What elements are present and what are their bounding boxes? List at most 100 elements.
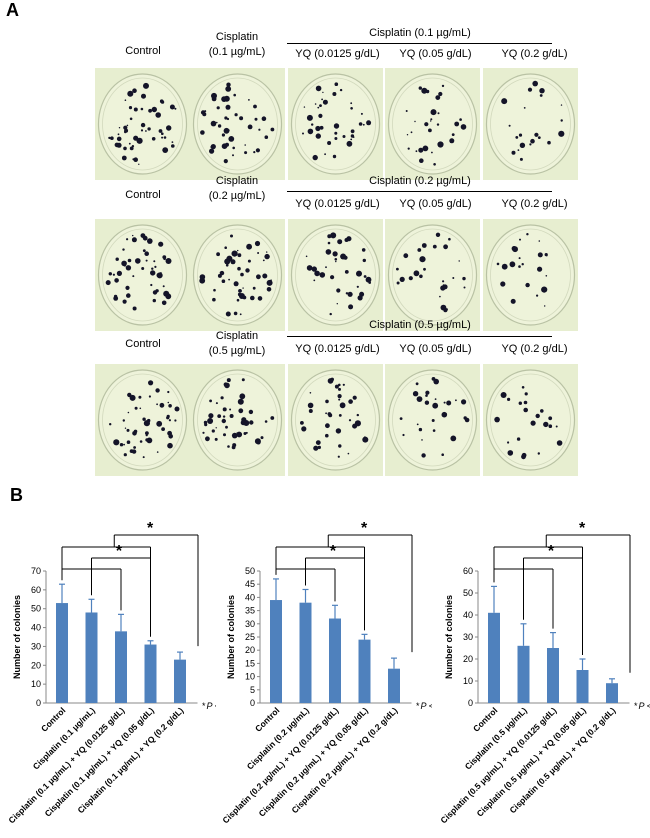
colony-dot — [139, 407, 142, 410]
yq-dose-label: YQ (0.2 g/dL) — [501, 48, 568, 60]
colony-dot — [168, 419, 171, 422]
colony-dot — [248, 99, 250, 101]
colony-dot — [418, 86, 422, 90]
p-value-text: P < 0.05 — [207, 701, 216, 711]
culture-dish — [190, 68, 285, 180]
colony-dot — [338, 398, 341, 401]
colony-dot — [124, 427, 127, 429]
yq-dose-label: YQ (0.0125 g/dL) — [295, 343, 380, 355]
colony-dot — [405, 110, 408, 112]
colony-dot — [311, 123, 314, 126]
colony-dot — [459, 118, 462, 121]
colony-dot — [344, 270, 349, 274]
colony-dot — [314, 103, 317, 105]
colony-dot — [518, 265, 521, 268]
dish-rim — [485, 369, 576, 471]
colony-dot — [403, 253, 409, 259]
colony-dot — [334, 131, 338, 135]
colony-dot — [262, 273, 268, 279]
colony-dot — [527, 87, 533, 92]
colony-dot — [463, 416, 467, 420]
control-label: Control — [125, 189, 161, 201]
colony-dot — [161, 132, 164, 135]
colony-dot — [432, 402, 439, 409]
colony-dot — [508, 124, 511, 127]
colony-dot — [541, 286, 548, 293]
bar — [606, 683, 618, 703]
colony-dot — [128, 142, 131, 145]
colony-dot — [142, 249, 146, 252]
colony-dot — [350, 107, 353, 110]
colony-dot — [511, 150, 516, 155]
colony-dot — [523, 400, 528, 405]
colony-dot — [442, 280, 445, 283]
colony-dot — [307, 402, 314, 409]
colony-dot — [315, 133, 321, 139]
y-tick-label: 70 — [31, 566, 41, 576]
panel-b-label: B — [10, 485, 23, 505]
p-value-star: * — [416, 701, 420, 711]
p-value-star: * — [634, 701, 638, 711]
cisplatin-label: Cisplatin — [215, 330, 259, 342]
y-tick-label: 0 — [36, 698, 41, 708]
colony-dot — [519, 142, 526, 148]
colony-dot — [145, 130, 147, 132]
colony-dot — [246, 243, 252, 250]
colony-dot — [133, 107, 138, 112]
colony-dot — [166, 416, 170, 420]
colony-dot — [239, 313, 242, 316]
category-tick-label: Cisplatin (0.1 μg/mL) + YQ (0.05 g/dL) — [43, 705, 156, 818]
colony-dot — [332, 251, 338, 257]
bar — [56, 603, 68, 703]
colony-dot — [224, 116, 228, 120]
significance-star: * — [361, 520, 368, 537]
colony-dot — [264, 420, 268, 423]
colony-dot — [518, 133, 523, 137]
colony-dot — [226, 255, 233, 262]
colony-dot — [357, 295, 363, 301]
colony-dot — [532, 80, 538, 87]
colony-dot — [521, 263, 524, 266]
colony-dot — [366, 120, 372, 126]
colony-dot — [228, 278, 230, 281]
colony-dot — [365, 276, 372, 283]
colony-dot — [131, 237, 137, 243]
colony-dot — [361, 248, 366, 252]
colony-dot — [417, 248, 422, 252]
colony-dot — [458, 260, 460, 262]
colony-dot — [330, 232, 337, 239]
colony-dot — [539, 88, 545, 94]
colony-dot — [266, 279, 273, 286]
group-title: Cisplatin (0.5 µg/mL) — [369, 319, 471, 331]
colony-dot — [159, 99, 164, 103]
colony-dot — [529, 143, 532, 146]
colony-dot — [125, 265, 132, 271]
culture-dish — [288, 219, 383, 331]
colony-dot — [264, 253, 270, 260]
yq-dose-label: YQ (0.05 g/dL) — [399, 198, 472, 210]
culture-dish — [288, 68, 383, 180]
colony-dot — [158, 129, 163, 133]
colony-dot — [334, 82, 339, 86]
colony-dot — [545, 275, 548, 277]
yq-dose-label: YQ (0.0125 g/dL) — [295, 198, 380, 210]
colony-dot — [244, 151, 248, 155]
colony-dot — [537, 452, 540, 455]
colony-dot — [237, 398, 244, 405]
colony-dot — [424, 400, 430, 405]
colony-dot — [270, 127, 275, 132]
colony-dot — [174, 419, 177, 422]
colony-dot — [147, 238, 153, 244]
colony-dot — [435, 232, 441, 237]
colony-dot — [334, 258, 338, 261]
colony-dot — [452, 277, 455, 279]
y-tick-label: 15 — [245, 658, 255, 668]
colony-dot — [350, 138, 353, 141]
y-tick-label: 5 — [250, 685, 255, 695]
colony-dot — [354, 420, 361, 427]
colony-dot — [122, 248, 125, 251]
colony-dot — [112, 273, 115, 276]
colony-dot — [313, 445, 319, 451]
colony-dot — [128, 106, 133, 110]
colony-dot — [138, 395, 142, 399]
